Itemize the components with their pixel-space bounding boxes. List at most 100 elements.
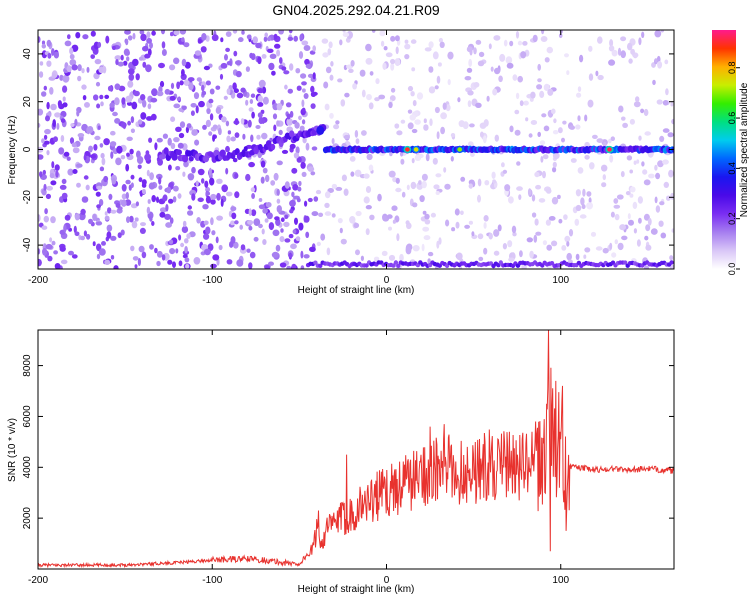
spectrogram-cell	[120, 54, 124, 61]
spectrogram-cell	[115, 157, 122, 166]
spectrogram-cell	[432, 157, 438, 165]
spectrogram-cell	[411, 128, 418, 134]
spectrogram-cell	[87, 126, 94, 134]
spectrogram-cell	[535, 231, 542, 236]
spectrogram-cell	[286, 265, 292, 269]
spectrogram-cell	[411, 67, 416, 72]
spectrogram-peak-core	[457, 147, 463, 152]
colorbar-tick-label: 0.0	[727, 263, 737, 276]
spectrogram-cell	[104, 215, 110, 221]
spectrogram-cell	[205, 226, 211, 235]
spectrogram-cell	[529, 250, 534, 259]
spectrogram-cell	[234, 172, 239, 179]
spectrogram-cell	[493, 35, 501, 41]
spectrogram-cell	[61, 178, 67, 185]
spectrogram-cell	[401, 191, 406, 198]
spectrogram-cell	[135, 73, 140, 81]
spectrogram-cell	[51, 161, 55, 169]
spectrogram-cell	[659, 135, 665, 142]
spectrogram-cell	[69, 47, 74, 55]
spectrogram-cell	[133, 90, 140, 97]
spectrogram-cell	[636, 159, 640, 164]
spectrogram-cell	[611, 252, 617, 258]
spectrogram-cell	[257, 95, 264, 103]
spectrogram-cell	[546, 244, 552, 251]
spectrogram-cell	[527, 188, 532, 196]
spectrogram-cell	[82, 95, 87, 101]
spectrogram-cell	[512, 232, 517, 237]
spectrogram-cell	[141, 188, 146, 195]
spectrogram-cell	[625, 191, 631, 196]
spectrogram-cell	[196, 217, 201, 224]
spectrogram-cell	[447, 51, 454, 60]
spectrogram-cell	[410, 39, 417, 44]
spectrogram-y-label: Frequency (Hz)	[7, 116, 18, 185]
spectrogram-cell	[287, 88, 293, 94]
colorbar-tick-label: 0.4	[727, 162, 737, 175]
spectrogram-cell	[64, 214, 71, 221]
snr-y-label: SNR (10 * v/v)	[7, 418, 18, 482]
spectrogram-cell	[493, 250, 500, 256]
spectrogram-cell	[296, 156, 302, 163]
spectrogram-cell	[203, 248, 211, 256]
spectrogram-cell	[126, 101, 133, 106]
spectrogram-cell	[456, 252, 463, 261]
spectrogram-cell	[42, 169, 46, 175]
spectrogram-cell	[558, 127, 563, 134]
spectrogram-cell	[454, 208, 460, 216]
spectrogram-cell	[249, 52, 254, 59]
y-tick-label: 8000	[22, 354, 33, 377]
spectrogram-cell	[647, 217, 652, 226]
spectrogram-cell	[310, 103, 316, 109]
spectrogram-cell	[342, 30, 346, 33]
spectrogram-cell	[169, 239, 174, 245]
spectrogram-cell	[114, 55, 122, 61]
spectrogram-cell	[318, 263, 323, 268]
spectrogram-cell	[643, 265, 650, 269]
spectrogram-cell	[63, 224, 67, 233]
spectrogram-cell	[202, 204, 209, 210]
spectrogram-cell	[299, 34, 304, 42]
spectrogram-cell	[268, 62, 275, 71]
spectrogram-cell	[541, 113, 547, 118]
spectrogram-cell	[204, 180, 209, 188]
spectrogram-cell	[348, 68, 354, 73]
spectrogram-cell	[70, 123, 75, 127]
spectrogram-cell	[534, 218, 539, 226]
spectrogram-cell	[41, 138, 45, 144]
spectrogram-cell	[129, 148, 134, 155]
spectrogram-cell	[304, 58, 310, 66]
spectrogram-cell	[180, 242, 185, 248]
spectrogram-cell	[344, 92, 350, 98]
spectrogram-cell	[191, 129, 198, 136]
spectrogram-cell	[93, 94, 99, 101]
spectrogram-cell	[212, 254, 220, 261]
spectrogram-cell	[296, 198, 301, 203]
spectrogram-cell	[343, 188, 349, 196]
spectrogram-cell	[662, 128, 670, 133]
spectrogram-cell	[150, 113, 157, 121]
spectrogram-cell	[434, 106, 440, 114]
spectrogram-cell	[195, 105, 199, 114]
spectrogram-cell	[181, 154, 189, 163]
spectrogram-cell	[194, 139, 200, 146]
spectrogram-cell	[64, 40, 72, 47]
spectrogram-cell	[184, 257, 190, 263]
spectrogram-cell	[252, 36, 258, 44]
spectrogram-cell	[590, 231, 597, 237]
spectrogram-cell	[538, 198, 546, 203]
spectrogram-cell	[608, 138, 612, 144]
spectrogram-cell	[96, 253, 101, 260]
spectrogram-cell	[284, 238, 291, 243]
spectrogram-cell	[388, 170, 396, 178]
spectrogram-cell	[490, 66, 494, 72]
spectrogram-cell	[310, 85, 315, 93]
spectrogram-cell	[49, 172, 55, 179]
spectrogram-cell	[183, 42, 190, 48]
spectrogram-cell	[110, 209, 117, 214]
spectrogram-cell	[361, 130, 367, 136]
spectrogram-cell	[140, 94, 146, 101]
spectrogram-cell	[265, 174, 270, 183]
spectrogram-cell	[115, 203, 121, 208]
snr-frame	[37, 329, 675, 570]
